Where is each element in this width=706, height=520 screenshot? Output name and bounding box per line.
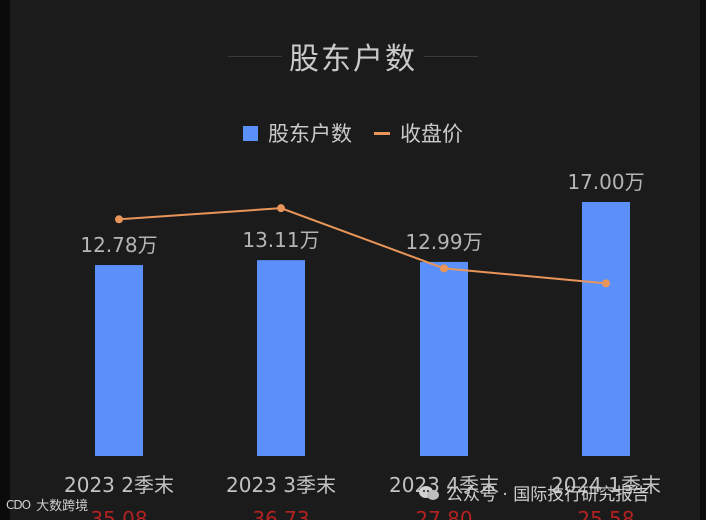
x-tick-label: 2023 3季末: [226, 473, 336, 497]
legend-item-holders[interactable]: 股东户数: [268, 122, 352, 146]
legend-item-close-price[interactable]: 收盘价: [400, 122, 463, 146]
price-data-label: 35.08: [90, 507, 147, 520]
brand-logo: CDO: [6, 497, 31, 512]
wechat-icon: [419, 485, 439, 500]
bar: [582, 202, 630, 456]
x-tick-label: 2023 4季末: [389, 473, 499, 497]
title-right-rule: [424, 56, 478, 57]
watermark: 公众号 · 国际技行研究报告: [418, 480, 649, 505]
close-price-line: [118, 207, 607, 285]
bar-data-label: 12.99万: [405, 230, 482, 254]
bar: [257, 260, 305, 456]
bar-data-label: 13.11万: [242, 228, 319, 252]
legend-line-swatch: [374, 131, 390, 135]
price-data-label: 25.58: [577, 507, 634, 520]
brand-text: 大数跨境: [36, 499, 89, 514]
bar: [95, 265, 143, 456]
legend-bar-swatch: [243, 125, 258, 141]
chart-legend[interactable]: 股东户数 收盘价: [0, 118, 706, 148]
price-data-label: 36.73: [252, 507, 309, 520]
bar-data-label: 17.00万: [567, 170, 644, 194]
chart-title: 股东户数: [289, 42, 417, 77]
close-price-point: [602, 279, 610, 288]
close-price-point: [277, 204, 285, 213]
bar-data-label: 12.78万: [80, 233, 157, 257]
close-price-point: [440, 264, 448, 273]
x-tick-label: 2023 2季末: [64, 473, 174, 497]
watermark-text: 公众号 · 国际技行研究报告: [446, 485, 650, 505]
brand: CDO 大数跨境: [6, 495, 89, 515]
x-tick-label: 2024 1季末: [551, 473, 661, 497]
price-data-label: 27.80: [415, 507, 472, 520]
close-price-point: [115, 215, 123, 224]
title-left-rule: [228, 56, 282, 57]
bar: [420, 261, 468, 456]
